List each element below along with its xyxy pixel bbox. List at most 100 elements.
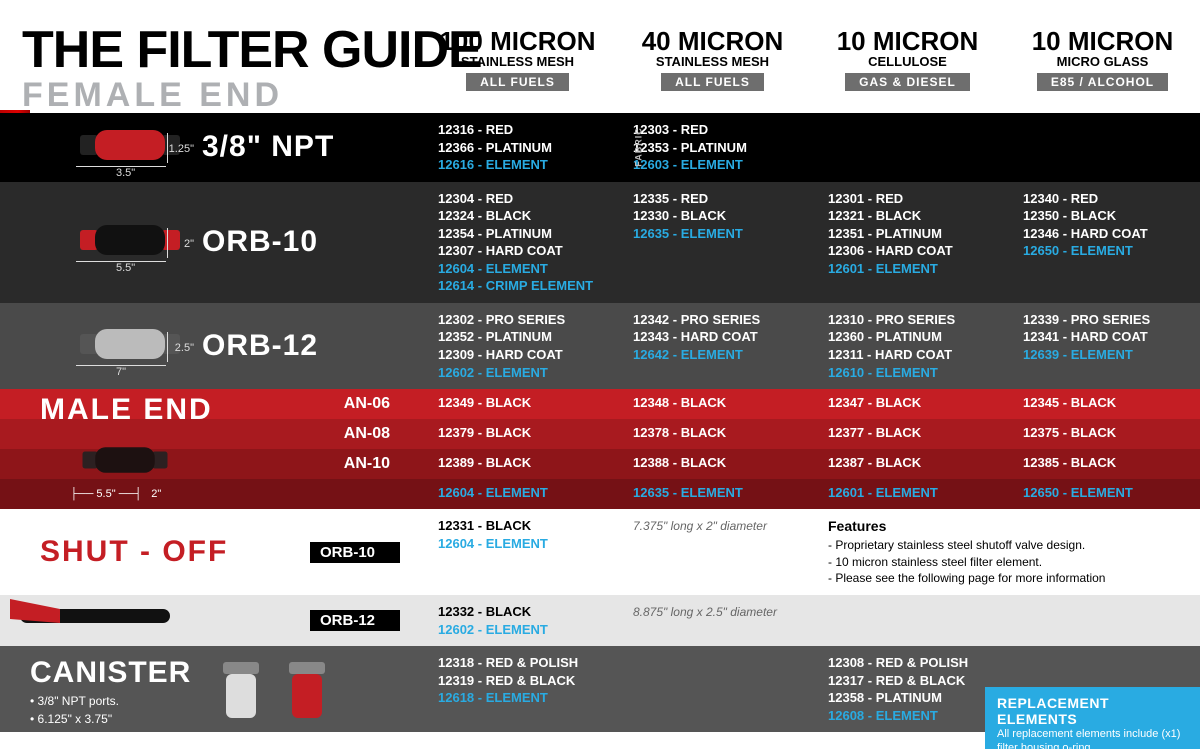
dimension-text: 8.875" long x 2.5" diameter: [633, 605, 777, 619]
element-number: 12604 - ELEMENT: [438, 260, 615, 278]
features-title: Features: [828, 517, 1200, 537]
male-sublabel: AN-08: [344, 425, 390, 443]
fabric-badge: FABRIC: [633, 128, 645, 168]
element-number: 12616 - ELEMENT: [438, 156, 615, 174]
male-row-1: AN-0812379 - BLACK12378 - BLACK12377 - B…: [0, 419, 1200, 449]
part-number: 12341 - HARD COAT: [1023, 328, 1200, 346]
row-label: 3/8" NPT: [202, 130, 334, 164]
feature-line: - Proprietary stainless steel shutoff va…: [828, 537, 1200, 554]
male-label-cell: AN-08: [0, 419, 420, 449]
data-cell: 12316 - RED12366 - PLATINUM12616 - ELEME…: [420, 113, 615, 182]
male-row-2: AN-1012389 - BLACK12388 - BLACK12387 - B…: [0, 449, 1200, 479]
data-cell: 12388 - BLACK: [615, 449, 810, 479]
part-number: 12339 - PRO SERIES: [1023, 311, 1200, 329]
data-cell: 12340 - RED12350 - BLACK12346 - HARD COA…: [1005, 182, 1200, 303]
col-3: 10 MICRON MICRO GLASS E85 / ALCOHOL: [1005, 26, 1200, 91]
col-2: 10 MICRON CELLULOSE GAS & DIESEL: [810, 26, 1005, 91]
shutoff-label-cell: SHUT - OFFORB-10: [0, 509, 420, 595]
part-number: 12307 - HARD COAT: [438, 242, 615, 260]
row-label-cell: 2.5" 7" ORB-12: [0, 303, 420, 389]
col-fuels: ALL FUELS: [466, 73, 569, 91]
part-number: 12366 - PLATINUM: [438, 139, 615, 157]
male-row-0: MALE ENDAN-0612349 - BLACK12348 - BLACK1…: [0, 389, 1200, 419]
male-element-row: ├── 5.5" ──┤ 2"12604 - ELEMENT12635 - EL…: [0, 479, 1200, 509]
features-cell: Features- Proprietary stainless steel sh…: [810, 509, 1200, 595]
col-micron: 10 MICRON: [810, 26, 1005, 57]
col-micron: 40 MICRON: [615, 26, 810, 57]
data-cell: 12308 - RED & POLISH12317 - RED & BLACK 1…: [810, 646, 1005, 732]
part-number: 12324 - BLACK: [438, 207, 615, 225]
element-number: 12635 - ELEMENT: [633, 225, 810, 243]
replacement-title: REPLACEMENT ELEMENTS: [997, 695, 1188, 727]
part-number: 12331 - BLACK: [438, 517, 615, 535]
part-number: 12318 - RED & POLISH: [438, 654, 615, 672]
data-cell: 12348 - BLACK: [615, 389, 810, 419]
col-micron: 10 MICRON: [1005, 26, 1200, 57]
data-cell: [810, 113, 1005, 182]
header: THE FILTER GUIDE FEMALE END: [22, 20, 482, 115]
part-number: 12306 - HARD COAT: [828, 242, 1005, 260]
data-cell: FABRIC12303 - RED12353 - PLATINUM12603 -…: [615, 113, 810, 182]
part-number: 12335 - RED: [633, 190, 810, 208]
part-number: 12387 - BLACK: [828, 454, 1005, 472]
shutoff-row-0: SHUT - OFFORB-10 12331 - BLACK12604 - ELE…: [0, 509, 1200, 595]
shutoff-label-cell: ORB-12: [0, 595, 420, 646]
data-cell: 12310 - PRO SERIES12360 - PLATINUM12311 …: [810, 303, 1005, 389]
data-cell: 12385 - BLACK: [1005, 449, 1200, 479]
element-number: 12610 - ELEMENT: [828, 364, 1005, 382]
part-number: 12301 - RED: [828, 190, 1005, 208]
part-number: 12346 - HARD COAT: [1023, 225, 1200, 243]
part-number: 12343 - HARD COAT: [633, 328, 810, 346]
part-number: 12354 - PLATINUM: [438, 225, 615, 243]
element-number: 12608 - ELEMENT: [828, 707, 1005, 725]
part-number: 12321 - BLACK: [828, 207, 1005, 225]
data-cell: 12342 - PRO SERIES12343 - HARD COAT12642…: [615, 303, 810, 389]
canister-sub: • 6.125" x 3.75": [30, 712, 191, 726]
data-cell: [1005, 113, 1200, 182]
col-1: 40 MICRON STAINLESS MESH ALL FUELS: [615, 26, 810, 91]
part-number: 12330 - BLACK: [633, 207, 810, 225]
element-number: 12618 - ELEMENT: [438, 689, 615, 707]
data-cell: 12601 - ELEMENT: [810, 479, 1005, 509]
part-number: 12360 - PLATINUM: [828, 328, 1005, 346]
element-number: 12650 - ELEMENT: [1023, 242, 1200, 260]
part-number: 12308 - RED & POLISH: [828, 654, 1005, 672]
replacement-box: REPLACEMENT ELEMENTS All replacement ele…: [985, 687, 1200, 749]
data-cell: 12335 - RED12330 - BLACK12635 - ELEMENT: [615, 182, 810, 303]
female-row-1: 2" 5.5" ORB-1012304 - RED12324 - BLACK12…: [0, 182, 1200, 303]
data-cell: 12375 - BLACK: [1005, 419, 1200, 449]
element-number: 12602 - ELEMENT: [438, 621, 615, 639]
part-number: 12351 - PLATINUM: [828, 225, 1005, 243]
part-number: 12319 - RED & BLACK: [438, 672, 615, 690]
shutoff-row-1: ORB-12 12332 - BLACK12602 - ELEMENT 8.875"…: [0, 595, 1200, 646]
part-number: 12385 - BLACK: [1023, 454, 1200, 472]
row-label-cell: 1.25" 3.5" 3/8" NPT: [0, 113, 420, 182]
data-cell: 12304 - RED12324 - BLACK12354 - PLATINUM…: [420, 182, 615, 303]
part-number: 12353 - PLATINUM: [633, 139, 810, 157]
part-number: 12317 - RED & BLACK: [828, 672, 1005, 690]
part-number: 12316 - RED: [438, 121, 615, 139]
data-cell: 12347 - BLACK: [810, 389, 1005, 419]
canister-title: CANISTER: [30, 656, 191, 690]
col-micron: 100 MICRON: [420, 26, 615, 57]
col-fuels: E85 / ALCOHOL: [1037, 73, 1168, 91]
part-number: 12388 - BLACK: [633, 454, 810, 472]
empty-cell: [810, 595, 1200, 646]
page-subtitle: FEMALE END: [22, 76, 482, 115]
part-number: 12332 - BLACK: [438, 603, 615, 621]
element-number: 12650 - ELEMENT: [1023, 484, 1200, 502]
element-number: 12604 - ELEMENT: [438, 535, 615, 553]
part-number: 12352 - PLATINUM: [438, 328, 615, 346]
data-cell: 12377 - BLACK: [810, 419, 1005, 449]
col-fuels: GAS & DIESEL: [845, 73, 970, 91]
part-number: 12302 - PRO SERIES: [438, 311, 615, 329]
part-number: 12375 - BLACK: [1023, 424, 1200, 442]
male-dims: ├── 5.5" ──┤ 2": [0, 479, 420, 509]
female-row-0: 1.25" 3.5" 3/8" NPT12316 - RED12366 - PL…: [0, 113, 1200, 182]
element-number: 12604 - ELEMENT: [438, 484, 615, 502]
part-number: 12342 - PRO SERIES: [633, 311, 810, 329]
part-number: 12304 - RED: [438, 190, 615, 208]
element-number: 12642 - ELEMENT: [633, 346, 810, 364]
row-label: ORB-12: [202, 329, 318, 363]
data-cell: 12302 - PRO SERIES12352 - PLATINUM12309 …: [420, 303, 615, 389]
